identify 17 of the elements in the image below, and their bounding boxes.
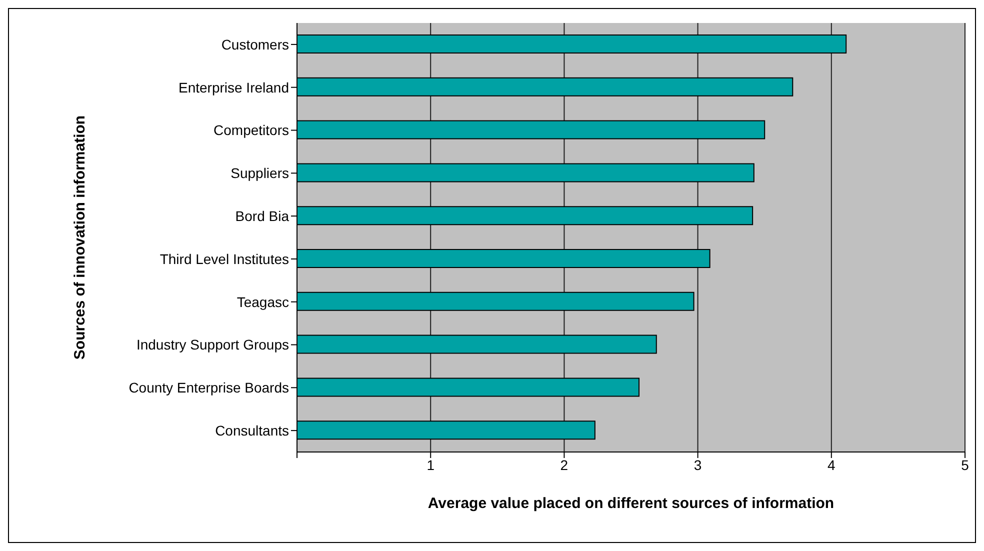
x-axis-title: Average value placed on different sources of information <box>428 495 834 512</box>
y-tick-label: Customers <box>221 36 289 52</box>
y-tick-label: Industry Support Groups <box>136 336 289 353</box>
y-tick-label: Third Level Institutes <box>160 250 289 267</box>
x-tick-label: 3 <box>694 456 702 473</box>
y-tick-label: Enterprise Ireland <box>178 79 289 96</box>
y-tick-label: County Enterprise Boards <box>128 380 289 396</box>
y-tick-label: Suppliers <box>230 165 289 182</box>
x-tick-label: 5 <box>961 456 970 473</box>
x-tick-label: 1 <box>426 456 435 473</box>
x-tick-label: 4 <box>828 456 836 473</box>
y-tick-label: Competitors <box>214 122 289 138</box>
y-tick-label: Teagasc <box>236 294 289 310</box>
x-tick-label: 2 <box>560 456 568 473</box>
y-axis-title: Sources of innovation information <box>71 115 88 360</box>
y-tick-label: Consultants <box>215 422 289 439</box>
y-tick-label: Bord Bia <box>235 208 290 224</box>
